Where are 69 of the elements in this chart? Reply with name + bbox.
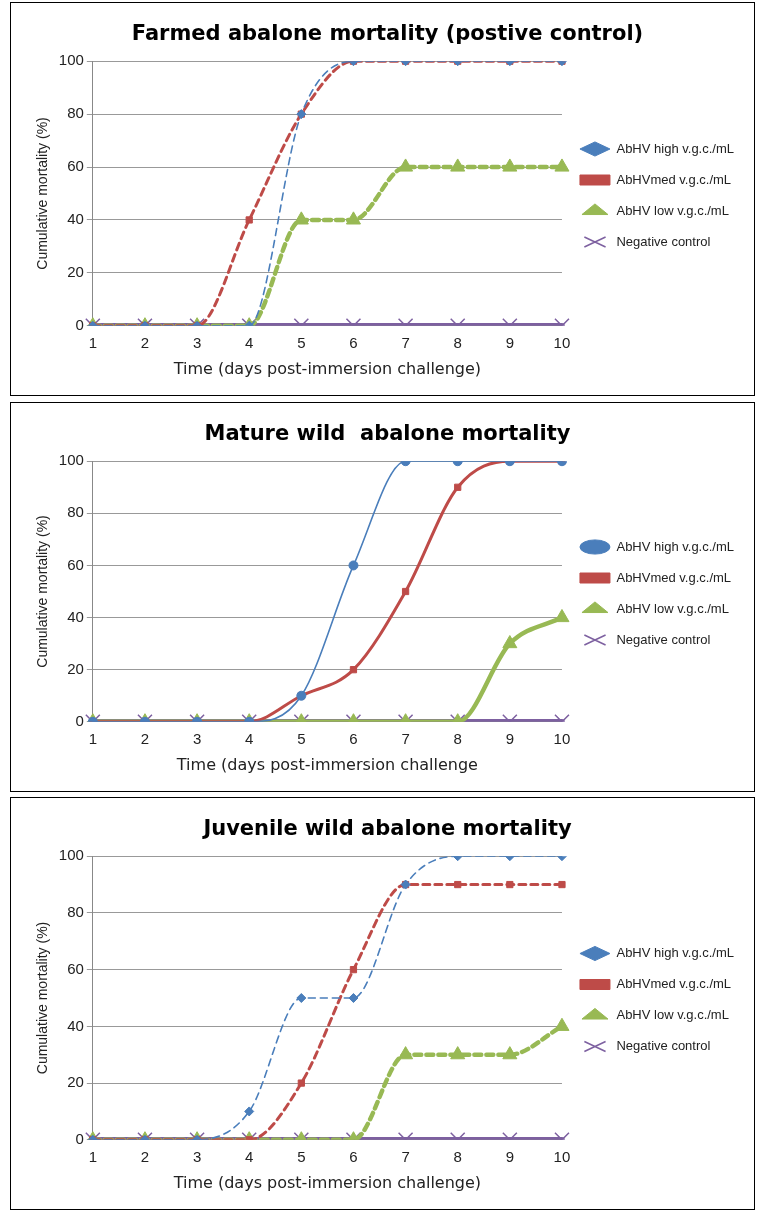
y-tick-label: 0 [75, 711, 84, 729]
x-tick-label: 5 [297, 1147, 306, 1165]
chart-title: Juvenile wild abalone mortality [201, 816, 572, 841]
y-axis-title: Cumulative mortality (%) [34, 515, 51, 668]
x-axis-title: Time (days post-immersion challenge) [172, 1172, 482, 1192]
y-tick-label: 100 [58, 846, 84, 864]
x-tick-label: 3 [192, 1147, 202, 1165]
legend-label: AbHVmed v.g.c./mL [616, 171, 732, 187]
y-tick-label: 0 [75, 1129, 84, 1147]
y-tick-label: 40 [67, 607, 84, 625]
x-tick-label: 4 [245, 333, 254, 351]
y-tick-label: 20 [67, 263, 84, 281]
x-tick-label: 10 [553, 729, 571, 747]
x-tick-label: 6 [349, 729, 358, 747]
x-tick-label: 9 [505, 1147, 515, 1165]
y-tick-label: 80 [67, 104, 84, 122]
x-tick-label: 1 [88, 1147, 97, 1165]
legend-label: AbHV high v.g.c./mL [616, 945, 735, 961]
y-tick-label: 80 [67, 503, 84, 521]
y-axis-title: Cumulative mortality (%) [34, 921, 51, 1075]
x-tick-label: 7 [401, 1147, 410, 1165]
x-tick-label: 2 [140, 729, 150, 747]
x-tick-label: 8 [453, 729, 462, 747]
chart-title: Farmed abalone mortality (postive control) [131, 21, 644, 46]
x-axis-title: Time (days post-immersion challenge [175, 754, 478, 774]
y-tick-label: 60 [67, 157, 84, 175]
x-tick-label: 1 [88, 333, 97, 351]
x-tick-label: 3 [192, 729, 202, 747]
y-tick-label: 0 [75, 315, 84, 333]
legend-label: Negative control [616, 1038, 711, 1054]
y-tick-label: 40 [67, 210, 84, 228]
x-tick-label: 8 [453, 333, 462, 351]
y-tick-label: 60 [67, 555, 84, 573]
legend-label: AbHV high v.g.c./mL [616, 538, 735, 554]
y-tick-label: 60 [67, 959, 84, 977]
y-tick-label: 100 [58, 51, 84, 69]
x-axis-title: Time (days post-immersion challenge) [172, 358, 482, 378]
x-tick-label: 4 [245, 729, 254, 747]
x-tick-label: 3 [192, 333, 202, 351]
x-tick-label: 5 [297, 729, 306, 747]
x-tick-label: 7 [401, 333, 410, 351]
y-tick-label: 20 [67, 659, 84, 677]
x-tick-label: 2 [140, 333, 150, 351]
chart-title: Mature wild abalone mortality [204, 421, 571, 446]
legend-label: AbHVmed v.g.c./mL [616, 569, 732, 585]
legend-label: AbHVmed v.g.c./mL [616, 976, 732, 992]
x-tick-label: 7 [401, 729, 410, 747]
legend-label: Negative control [616, 631, 711, 647]
y-tick-label: 80 [67, 903, 84, 921]
x-tick-label: 8 [453, 1147, 462, 1165]
legend-label: AbHV low v.g.c./mL [616, 202, 729, 218]
x-tick-label: 9 [505, 333, 515, 351]
x-tick-label: 10 [553, 1147, 571, 1165]
x-tick-label: 6 [349, 333, 358, 351]
x-tick-label: 10 [553, 333, 571, 351]
x-tick-label: 9 [505, 729, 515, 747]
y-tick-label: 40 [67, 1016, 84, 1034]
x-tick-label: 6 [349, 1147, 358, 1165]
x-tick-label: 5 [297, 333, 306, 351]
y-tick-label: 100 [58, 451, 84, 469]
legend-label: AbHV low v.g.c./mL [616, 600, 729, 616]
y-tick-label: 20 [67, 1073, 84, 1091]
x-tick-label: 1 [88, 729, 97, 747]
x-tick-label: 4 [245, 1147, 254, 1165]
x-tick-label: 2 [140, 1147, 150, 1165]
legend-label: AbHV low v.g.c./mL [616, 1007, 729, 1023]
y-axis-title: Cumulative mortality (%) [34, 117, 51, 270]
legend-label: AbHV high v.g.c./mL [616, 140, 735, 156]
legend-label: Negative control [616, 233, 711, 249]
